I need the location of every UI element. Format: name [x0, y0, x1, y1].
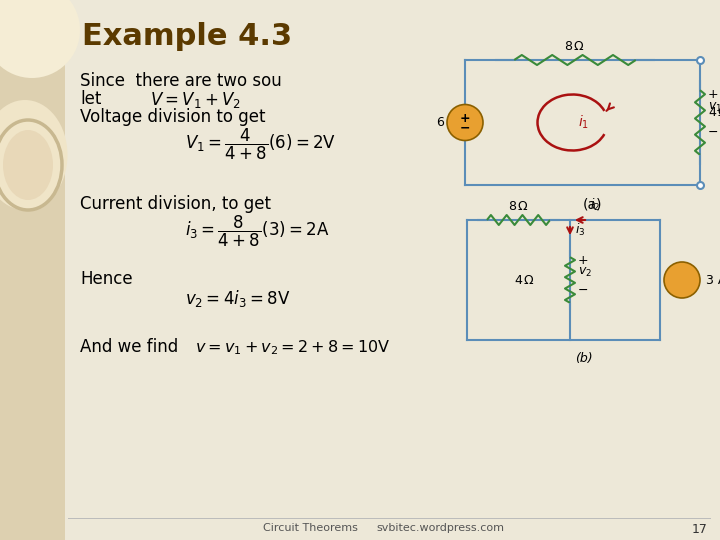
- Text: Circuit Theorems: Circuit Theorems: [263, 523, 357, 533]
- Circle shape: [664, 262, 700, 298]
- Text: +: +: [708, 88, 719, 101]
- Ellipse shape: [3, 130, 53, 200]
- Text: $v_1$: $v_1$: [708, 101, 720, 114]
- Text: −: −: [578, 284, 588, 296]
- Text: $i_3$: $i_3$: [575, 222, 585, 238]
- Text: $i_2$: $i_2$: [590, 197, 600, 213]
- Text: +: +: [578, 253, 589, 267]
- Circle shape: [0, 0, 80, 78]
- Text: Example 4.3: Example 4.3: [82, 22, 292, 51]
- Text: −: −: [708, 126, 719, 139]
- Text: $v = v_1 + v_2 = 2 + 8 = 10\mathrm{V}$: $v = v_1 + v_2 = 2 + 8 = 10\mathrm{V}$: [195, 338, 390, 357]
- Bar: [0, 0, 65, 540]
- Text: 3 A: 3 A: [706, 273, 720, 287]
- Text: $i_3 = \dfrac{8}{4+8}(3) = 2\mathrm{A}$: $i_3 = \dfrac{8}{4+8}(3) = 2\mathrm{A}$: [185, 214, 329, 249]
- Text: $8\,\Omega$: $8\,\Omega$: [564, 40, 585, 53]
- Text: (a): (a): [582, 197, 602, 211]
- Text: +: +: [459, 112, 470, 125]
- Text: 17: 17: [692, 523, 708, 536]
- Text: $i_1$: $i_1$: [577, 114, 589, 131]
- Text: $v_2$: $v_2$: [578, 266, 592, 279]
- Text: $4\,\Omega$: $4\,\Omega$: [708, 106, 720, 119]
- Ellipse shape: [0, 100, 68, 210]
- Text: $v_2 = 4i_3 = 8\mathrm{V}$: $v_2 = 4i_3 = 8\mathrm{V}$: [185, 288, 290, 309]
- Text: $4\,\Omega$: $4\,\Omega$: [514, 273, 535, 287]
- Text: Hence: Hence: [80, 270, 132, 288]
- Text: And we find: And we find: [80, 338, 179, 356]
- Text: −: −: [460, 122, 470, 135]
- Text: 6 V: 6 V: [436, 116, 457, 129]
- Text: $8\,\Omega$: $8\,\Omega$: [508, 200, 529, 213]
- Text: svbitec.wordpress.com: svbitec.wordpress.com: [376, 523, 504, 533]
- Text: $V_1 = \dfrac{4}{4+8}(6) = 2\mathrm{V}$: $V_1 = \dfrac{4}{4+8}(6) = 2\mathrm{V}$: [185, 127, 336, 162]
- Text: Current division, to get: Current division, to get: [80, 195, 271, 213]
- Text: (b): (b): [575, 352, 593, 365]
- Text: Voltage division to get: Voltage division to get: [80, 108, 266, 126]
- Text: let: let: [80, 90, 102, 108]
- Text: Since  there are two sou: Since there are two sou: [80, 72, 282, 90]
- Text: $V = V_1 + V_2$: $V = V_1 + V_2$: [150, 90, 241, 110]
- Circle shape: [447, 105, 483, 140]
